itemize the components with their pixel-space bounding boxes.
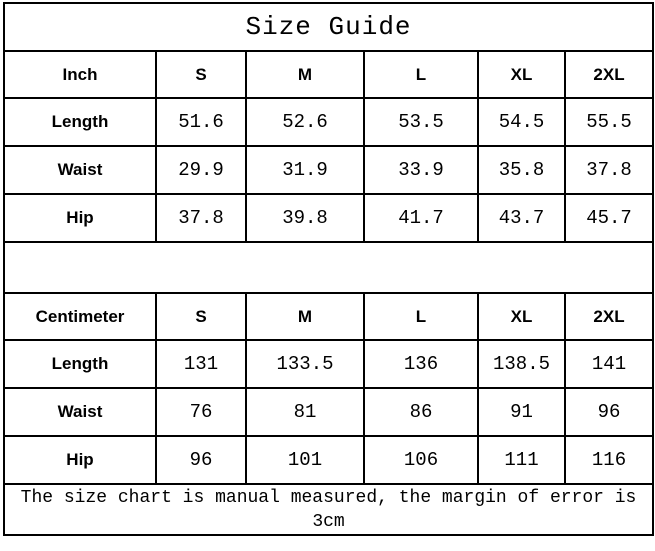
size-value-cell: 76 — [155, 387, 247, 437]
size-header-2xl: 2XL — [563, 292, 655, 341]
size-value-cell: 101 — [245, 435, 365, 485]
size-value-cell: 52.6 — [245, 97, 365, 147]
size-value-cell: 29.9 — [155, 145, 247, 195]
size-value-cell: 96 — [563, 387, 655, 437]
footer-note: The size chart is manual measured, the m… — [2, 483, 655, 536]
inch-header-row: Inch S M L XL 2XL — [3, 50, 655, 99]
footer-note-line2: 3cm — [312, 511, 345, 532]
row-label-waist: Waist — [3, 387, 157, 437]
row-label-hip: Hip — [3, 435, 157, 485]
size-value-cell: 53.5 — [363, 97, 479, 147]
unit-header-inch: Inch — [3, 50, 157, 99]
size-value-cell: 116 — [563, 435, 655, 485]
size-value-cell: 39.8 — [245, 193, 365, 243]
table-row: Hip 37.8 39.8 41.7 43.7 45.7 — [3, 193, 655, 243]
size-value-cell: 35.8 — [477, 145, 566, 195]
page-title: Size Guide — [2, 2, 655, 52]
size-value-cell: 91 — [477, 387, 566, 437]
size-value-cell: 45.7 — [563, 193, 655, 243]
size-value-cell: 141 — [563, 339, 655, 389]
size-value-cell: 51.6 — [155, 97, 247, 147]
size-value-cell: 86 — [363, 387, 479, 437]
size-value-cell: 111 — [477, 435, 566, 485]
footer-note-line1: The size chart is manual measured, the m… — [20, 487, 637, 508]
size-header-xl: XL — [477, 50, 566, 99]
size-header-s: S — [155, 50, 247, 99]
size-value-cell: 41.7 — [363, 193, 479, 243]
spacer-row — [2, 241, 655, 294]
size-header-s: S — [155, 292, 247, 341]
size-header-l: L — [363, 292, 479, 341]
table-row: Waist 29.9 31.9 33.9 35.8 37.8 — [3, 145, 655, 195]
size-header-m: M — [245, 292, 365, 341]
size-value-cell: 37.8 — [155, 193, 247, 243]
unit-header-centimeter: Centimeter — [3, 292, 157, 341]
table-row: Waist 76 81 86 91 96 — [3, 387, 655, 437]
spacer-cell — [2, 241, 655, 294]
table-row: Length 131 133.5 136 138.5 141 — [3, 339, 655, 389]
size-value-cell: 136 — [363, 339, 479, 389]
size-header-2xl: 2XL — [563, 50, 655, 99]
size-header-m: M — [245, 50, 365, 99]
size-value-cell: 54.5 — [477, 97, 566, 147]
size-value-cell: 133.5 — [245, 339, 365, 389]
size-header-l: L — [363, 50, 479, 99]
size-value-cell: 37.8 — [563, 145, 655, 195]
title-row: Size Guide — [2, 2, 655, 52]
size-header-xl: XL — [477, 292, 566, 341]
size-value-cell: 131 — [155, 339, 247, 389]
size-value-cell: 138.5 — [477, 339, 566, 389]
size-guide-table: Size Guide Inch S M L XL 2XL Length 51.6… — [2, 2, 655, 536]
size-value-cell: 81 — [245, 387, 365, 437]
row-label-length: Length — [3, 339, 157, 389]
size-value-cell: 96 — [155, 435, 247, 485]
table-row: Length 51.6 52.6 53.5 54.5 55.5 — [3, 97, 655, 147]
cm-header-row: Centimeter S M L XL 2XL — [3, 292, 655, 341]
size-value-cell: 106 — [363, 435, 479, 485]
table-row: Hip 96 101 106 111 116 — [3, 435, 655, 485]
size-value-cell: 31.9 — [245, 145, 365, 195]
row-label-length: Length — [3, 97, 157, 147]
row-label-hip: Hip — [3, 193, 157, 243]
size-value-cell: 43.7 — [477, 193, 566, 243]
footer-row: The size chart is manual measured, the m… — [2, 483, 655, 536]
size-value-cell: 33.9 — [363, 145, 479, 195]
size-value-cell: 55.5 — [563, 97, 655, 147]
row-label-waist: Waist — [3, 145, 157, 195]
